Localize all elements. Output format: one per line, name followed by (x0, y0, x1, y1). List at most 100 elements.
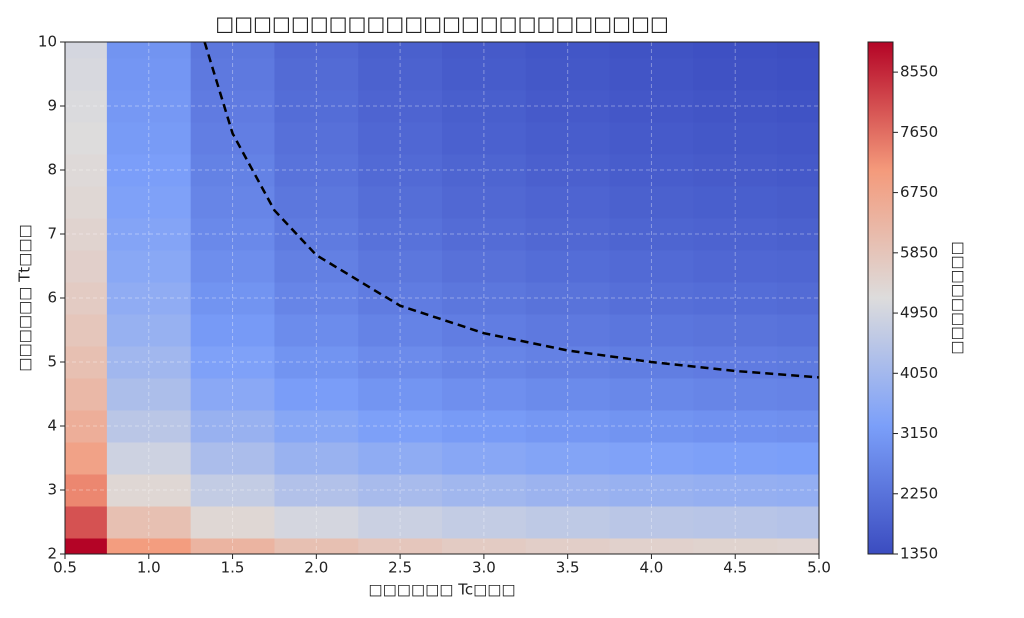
colorbar-tick-label: 5850 (900, 243, 938, 261)
heat-cell (442, 474, 527, 507)
heat-cell (525, 90, 611, 123)
heat-cell (609, 410, 694, 443)
heat-cell (693, 346, 778, 379)
heat-cell (190, 42, 275, 59)
y-tick-label: 6 (47, 289, 57, 307)
colorbar-tick-label: 1350 (900, 545, 938, 563)
x-tick-label: 2.5 (388, 559, 412, 577)
heat-cell (358, 474, 443, 507)
heat-cell (274, 90, 359, 123)
heat-cell (358, 410, 443, 443)
heat-cell (274, 42, 359, 59)
colorbar-tick-label: 8550 (900, 63, 938, 81)
heat-cell (65, 90, 108, 123)
chart-title: □□□□□□□□□□□□□□□□□□□□□□□□ (215, 12, 669, 36)
heat-cell (274, 410, 359, 443)
heat-cell (442, 186, 527, 219)
colorbar-tick-label: 4050 (900, 364, 938, 382)
heat-cell (358, 58, 443, 91)
heat-cell (693, 218, 778, 251)
heat-cell (358, 90, 443, 123)
heat-cell (777, 250, 819, 283)
heat-cell (190, 378, 275, 411)
y-tick-label: 4 (47, 417, 57, 435)
heat-cell (525, 218, 611, 251)
heat-cell (358, 154, 443, 187)
heat-cell (358, 122, 443, 155)
heat-cell (358, 538, 443, 554)
heat-cell (609, 42, 694, 59)
heat-cell (65, 250, 108, 283)
heat-cell (442, 346, 527, 379)
heat-cell (442, 378, 527, 411)
y-tick-label: 8 (47, 161, 57, 179)
heat-cell (65, 506, 108, 539)
heat-cell (777, 538, 819, 554)
heat-cell (106, 58, 192, 91)
heat-cell (609, 506, 694, 539)
heat-cell (190, 506, 275, 539)
heat-cell (525, 186, 611, 219)
heat-cell (65, 154, 108, 187)
heat-cell (609, 474, 694, 507)
heat-cell (190, 58, 275, 91)
y-tick-label: 2 (47, 545, 57, 563)
heat-cell (274, 474, 359, 507)
colorbar-tick-label: 2250 (900, 484, 938, 502)
heat-cell (693, 282, 778, 315)
heat-cell (106, 42, 192, 59)
x-tick-label: 5.0 (807, 559, 831, 577)
heat-cell (442, 506, 527, 539)
heat-cell (358, 378, 443, 411)
heat-cell (442, 58, 527, 91)
heat-cell (693, 474, 778, 507)
heat-cell (777, 474, 819, 507)
heat-cell (106, 506, 192, 539)
heat-cell (525, 506, 611, 539)
colorbar (867, 41, 894, 555)
heat-cell (777, 378, 819, 411)
heat-cell (190, 122, 275, 155)
heat-cell (106, 538, 192, 554)
heat-cell (65, 218, 108, 251)
heat-cell (65, 282, 108, 315)
heat-cell (609, 58, 694, 91)
heat-cell (190, 346, 275, 379)
colorbar-tick-label: 6750 (900, 183, 938, 201)
heat-cell (777, 90, 819, 123)
heat-cell (190, 538, 275, 554)
heat-cell (65, 186, 108, 219)
colorbar-label: □□□□□□□□ (948, 241, 966, 354)
heat-cell (274, 218, 359, 251)
heat-cell (106, 186, 192, 219)
x-tick-label: 3.0 (472, 559, 496, 577)
heat-cell (442, 538, 527, 554)
heat-cell (777, 410, 819, 443)
heat-cell (65, 122, 108, 155)
heat-cell (609, 90, 694, 123)
heat-cell (442, 154, 527, 187)
heat-cell (525, 154, 611, 187)
heat-cell (274, 442, 359, 475)
heat-cell (106, 282, 192, 315)
heat-cell (609, 314, 694, 347)
heat-cell (777, 186, 819, 219)
heat-cell (274, 58, 359, 91)
heat-cell (442, 122, 527, 155)
heat-cell (106, 90, 192, 123)
heat-cell (190, 282, 275, 315)
heat-cell (106, 314, 192, 347)
heat-cell (358, 506, 443, 539)
heat-cell (274, 250, 359, 283)
x-tick-label: 4.0 (640, 559, 664, 577)
heat-cell (693, 506, 778, 539)
heat-cell (609, 186, 694, 219)
x-tick-label: 1.5 (221, 559, 245, 577)
heat-cell (525, 538, 611, 554)
heat-cell (358, 186, 443, 219)
colorbar-tick-label: 7650 (900, 123, 938, 141)
heat-cell (609, 442, 694, 475)
heat-cell (442, 218, 527, 251)
heat-cell (190, 250, 275, 283)
heat-cell (442, 90, 527, 123)
